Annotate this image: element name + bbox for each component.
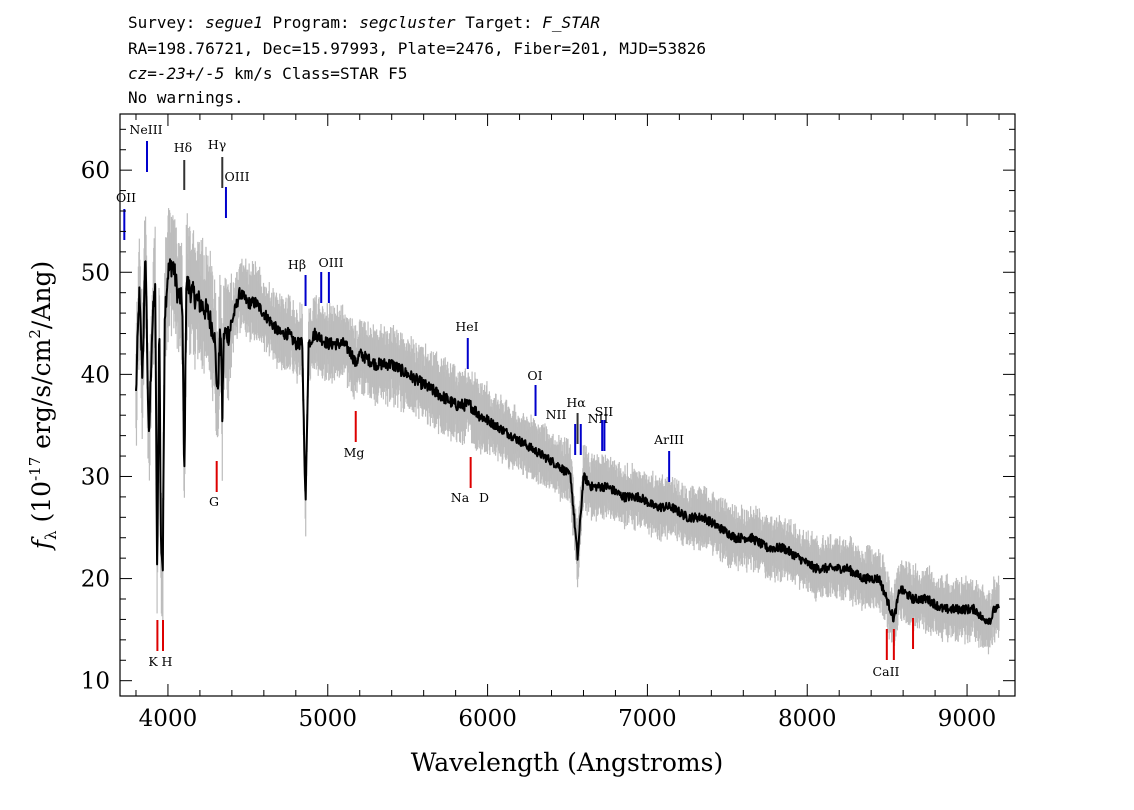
emission-line-label: HeI	[455, 319, 478, 334]
axis-ticks: 4000 5000 6000 7000 8000 9000 10 20 30 40 50 60	[81, 114, 1015, 732]
absorption-line-label: Na	[451, 490, 470, 505]
spectrum-line	[134, 258, 1000, 625]
error-band	[135, 208, 1000, 655]
emission-line-label: OI	[527, 368, 542, 383]
absorption-line-label: Mg	[344, 445, 365, 460]
plot-frame	[119, 113, 1016, 697]
x-tick-label: 7000	[618, 706, 677, 732]
x-axis-label: Wavelength (Angstroms)	[411, 748, 723, 777]
header-line-4: No warnings.	[128, 88, 244, 107]
y-tick-label: 20	[81, 567, 110, 593]
absorption-line-label: G	[209, 494, 219, 509]
y-tick-label: 10	[81, 669, 110, 695]
spectrum-series	[134, 258, 1000, 625]
y-axis-label: fλ (10-17 erg/s/cm2/Ang)	[26, 261, 60, 551]
emission-line-label: Hα	[566, 395, 586, 410]
y-tick-label: 50	[81, 260, 110, 286]
x-tick-label: 6000	[458, 706, 517, 732]
absorption-line-label: D	[479, 490, 489, 505]
emission-line-label: Hβ	[288, 257, 306, 272]
y-tick-label: 40	[81, 362, 110, 388]
emission-line-label: OII	[116, 190, 136, 205]
x-tick-label: 8000	[778, 706, 837, 732]
emission-line-label: NII	[588, 411, 609, 426]
emission-line-label: NeIII	[129, 122, 162, 137]
emission-line-label: ArIII	[653, 432, 684, 447]
absorption-line-label: H	[162, 654, 173, 669]
absorption-line-label: CaII	[873, 664, 900, 679]
x-tick-label: 9000	[938, 706, 997, 732]
header-line-3: cz=-23+/-5 km/s Class=STAR F5	[128, 64, 407, 83]
emission-line-label: Hδ	[174, 140, 192, 155]
emission-line-label: NII	[546, 407, 567, 422]
header-line-1: Survey: segue1 Program: segcluster Targe…	[128, 13, 600, 32]
header-line-2: RA=198.76721, Dec=15.97993, Plate=2476, …	[128, 39, 706, 58]
y-tick-label: 60	[81, 158, 110, 184]
emission-line-label: OIII	[318, 255, 343, 270]
x-tick-label: 5000	[298, 706, 357, 732]
x-tick-label: 4000	[139, 706, 198, 732]
emission-line-label: Hγ	[208, 137, 226, 152]
emission-line-label: SII	[595, 404, 614, 419]
emission-line-label: OIII	[224, 169, 249, 184]
y-tick-label: 30	[81, 464, 110, 490]
absorption-line-label: K	[148, 654, 158, 669]
